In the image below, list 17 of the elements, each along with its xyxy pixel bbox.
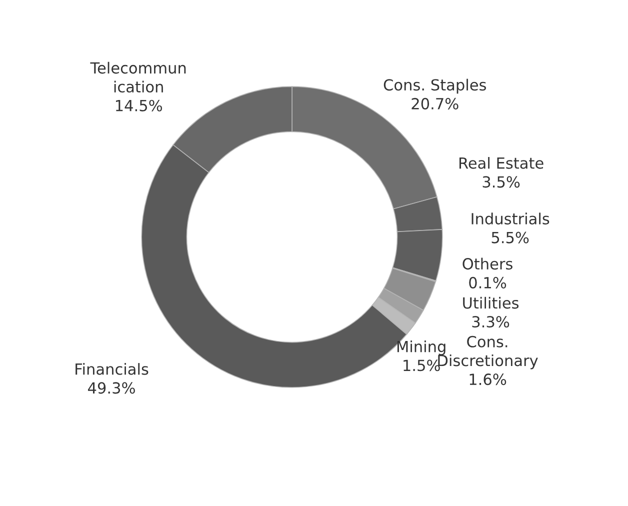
data-label: 3.3% <box>472 316 510 328</box>
slice-label: Utilities <box>463 296 519 309</box>
slice-label: Others <box>462 258 512 270</box>
data-label: 0.1% <box>469 276 506 288</box>
data-label: 49.3% <box>88 382 135 394</box>
data-label: 14.5% <box>116 100 162 112</box>
slice-label: Financials <box>76 363 148 375</box>
data-label: 20.7% <box>412 98 458 110</box>
data-label: 1.6% <box>470 374 506 386</box>
slice-label: Telecommun ication <box>90 62 186 93</box>
data-label: 5.5% <box>492 232 529 244</box>
slice-label: Industrials <box>472 212 550 224</box>
slice-label: Real Estate <box>459 157 544 169</box>
data-label: 1.5% <box>404 360 440 372</box>
slice-label: Cons. Staples <box>384 78 486 94</box>
slice-label: Mining <box>397 340 446 356</box>
data-label: 3.5% <box>482 176 520 188</box>
